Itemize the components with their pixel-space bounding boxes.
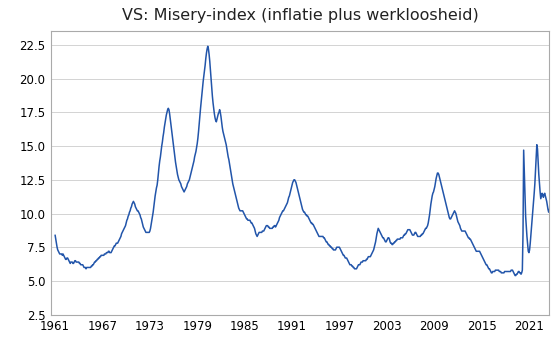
Title: VS: Misery-index (inflatie plus werkloosheid): VS: Misery-index (inflatie plus werkloos… [121,8,478,23]
